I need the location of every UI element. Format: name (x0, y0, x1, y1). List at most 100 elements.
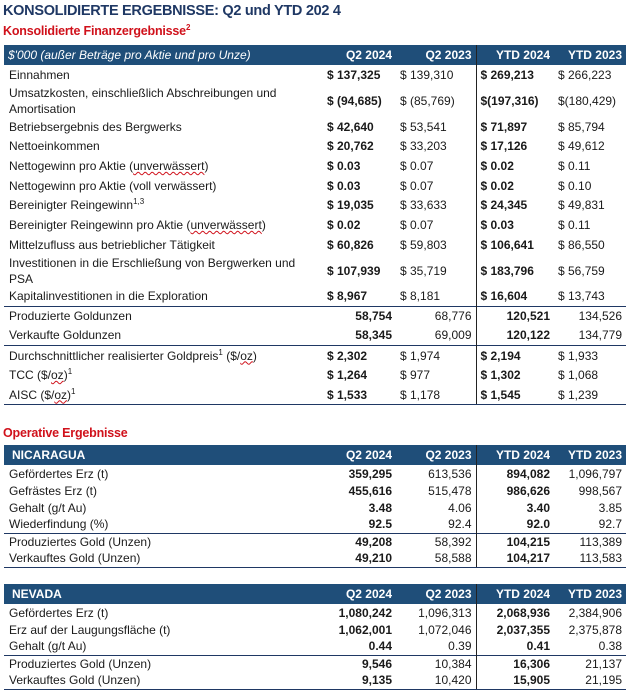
value-cell: $ 1,933 (554, 345, 626, 366)
label-text: Wiederfindung (%) (9, 517, 109, 532)
value-cell: 2,384,906 (568, 605, 622, 620)
value-cell: 49,210 (323, 550, 396, 568)
value-cell: $ 53,541 (400, 119, 447, 134)
row-label: Durchschnittlicher realisierter Goldprei… (4, 345, 323, 366)
label-text: ) (204, 158, 209, 173)
value-cell: 104,215 (475, 532, 554, 550)
label-text: Nettogewinn pro Aktie (voll verwässert) (9, 178, 217, 193)
row-label: Umsatzkosten, einschließlich Abschreibun… (4, 85, 323, 117)
value-cell: $ 183,796 (475, 254, 554, 287)
table-row: Umsatzkosten, einschließlich Abschreibun… (4, 84, 626, 117)
value-cell: 120,122 (475, 325, 554, 346)
label-text: ) (261, 217, 266, 232)
value-cell: 92.7 (598, 517, 622, 532)
header-row: NEVADA Q2 2024 Q2 2023 YTD 2024 YTD 2023 (4, 584, 626, 604)
column-header: Q2 2024 (323, 584, 396, 604)
value-cell: 455,616 (348, 483, 392, 498)
table-row: Mittelzufluss aus betrieblicher Tätigkei… (4, 234, 626, 255)
value-cell: 986,626 (475, 482, 554, 499)
nicaragua-table: NICARAGUA Q2 2024 Q2 2023 YTD 2024 YTD 2023 G… (4, 445, 626, 568)
value-cell: $ 85,794 (558, 119, 605, 134)
column-header: NICARAGUA (4, 445, 323, 465)
table-row: AISC ($/oz)1 $ 1,533 $ 1,178 $ 1,545 $ 1,239 (4, 384, 626, 406)
value-cell: $ 86,550 (558, 237, 605, 252)
label-text: Gehalt (g/t Au) (9, 500, 87, 515)
value-cell: 1,080,242 (338, 605, 392, 620)
row-label: AISC ($/oz)1 (4, 384, 323, 406)
value-cell: $ 42,640 (327, 119, 374, 134)
column-header: YTD 2023 (554, 584, 626, 604)
label-text: Investitionen in die Erschließung von Be… (9, 255, 296, 286)
value-cell: 58,345 (355, 328, 392, 343)
value-cell: $ 1,178 (396, 384, 476, 406)
value-cell: 49,208 (323, 532, 396, 550)
label-text: Gefördertes Erz (t) (9, 466, 109, 481)
label-text: ) (63, 368, 68, 383)
value-cell: 120,521 (475, 305, 554, 326)
value-cell: $ 0.03 (327, 158, 361, 173)
value-cell: 21,137 (554, 654, 626, 672)
value-cell: $ 2,302 (323, 345, 396, 366)
table-row: Gehalt (g/t Au) 0.44 0.39 0.41 0.38 (4, 638, 626, 655)
label-text: Gefördertes Erz (t) (9, 605, 109, 620)
table-row: Produziertes Gold (Unzen) 9,546 10,384 16,3… (4, 654, 626, 672)
value-cell: $ (85,769) (400, 93, 455, 108)
page-title: KONSOLIDIERTE ERGEBNISSE: Q2 und YTD 202… (3, 3, 341, 19)
value-cell: $ 8,967 (327, 289, 368, 304)
label-text: Bereinigter Reingewinn pro Aktie ( (9, 217, 191, 232)
table-row: Gefördertes Erz (t) 359,295 613,536 894,082… (4, 465, 626, 482)
spellcheck-word: oz (51, 368, 64, 383)
table-row: TCC ($/oz)1 $ 1,264 $ 977 $ 1,302 $ 1,068 (4, 365, 626, 385)
value-cell: $ 0.03 (475, 215, 554, 235)
value-cell: 10,384 (396, 654, 476, 672)
value-cell: 58,588 (396, 550, 476, 568)
label-text: Gehalt (g/t Au) (9, 639, 87, 654)
column-header: YTD 2024 (475, 445, 554, 465)
value-cell: 10,420 (396, 672, 476, 690)
column-header: YTD 2024 (475, 584, 554, 604)
value-cell: 134,779 (578, 328, 622, 343)
label-text: Bereinigter Reingewinn (9, 198, 134, 213)
spellcheck-word: oz (240, 348, 253, 363)
table-row: Verkauftes Gold (Unzen) 49,210 58,588 104,2… (4, 550, 626, 568)
label-text: Einnahmen (9, 67, 70, 82)
table-row: Gehalt (g/t Au) 3.48 4.06 3.40 3.85 (4, 499, 626, 516)
value-cell: $ 59,803 (400, 237, 447, 252)
label-text: Gefrästes Erz (t) (9, 483, 98, 498)
value-cell: $ 0.03 (327, 178, 361, 193)
value-cell: 0.41 (475, 638, 554, 655)
table-row: Wiederfindung (%) 92.5 92.4 92.0 92.7 (4, 516, 626, 533)
value-cell: $ 977 (400, 368, 431, 383)
label-text: Verkauftes Gold (Unzen) (9, 551, 141, 566)
spellcheck-word: unverwässert (190, 217, 262, 232)
value-cell: $ 137,325 (327, 67, 381, 82)
header-row: $'000 (außer Beträge pro Aktie und pro U… (4, 45, 626, 65)
value-cell: $ 0.07 (400, 178, 434, 193)
row-label: Verkauftes Gold (Unzen) (4, 672, 323, 690)
value-cell: 2,375,878 (568, 622, 622, 637)
table-row: Bereinigter Reingewinn pro Aktie (unverw… (4, 215, 626, 235)
value-cell: $ 33,203 (400, 139, 447, 154)
value-cell: $ 16,604 (475, 286, 554, 307)
value-cell: $ 35,719 (400, 263, 447, 278)
label-text: Nettoeinkommen (9, 139, 100, 154)
label-text: ($/ (222, 348, 241, 363)
value-cell: $ 1,264 (327, 368, 368, 383)
value-cell: $ 2,194 (475, 345, 554, 366)
value-cell: $ 13,743 (558, 289, 605, 304)
label-text: ) (67, 387, 72, 402)
row-label: Verkaufte Goldunzen (4, 326, 323, 346)
label-text: Produzierte Goldunzen (9, 309, 132, 324)
value-cell: 515,478 (428, 483, 472, 498)
value-cell: 15,905 (475, 672, 554, 690)
value-cell: 58,392 (396, 532, 476, 550)
value-cell: 2,037,355 (475, 621, 554, 638)
table-row: Nettoeinkommen $ 20,762 $ 33,203 $ 17,126 $ … (4, 136, 626, 157)
spellcheck-word: unverwässert (133, 158, 205, 173)
value-cell: 3.85 (598, 500, 622, 515)
label-text: ) (252, 348, 257, 363)
nevada-table: NEVADA Q2 2024 Q2 2023 YTD 2024 YTD 2023 Gefö… (4, 584, 626, 690)
column-header: Q2 2023 (396, 584, 476, 604)
value-cell: $ 106,641 (475, 234, 554, 255)
row-label: Betriebsergebnis des Bergwerks (4, 117, 323, 137)
